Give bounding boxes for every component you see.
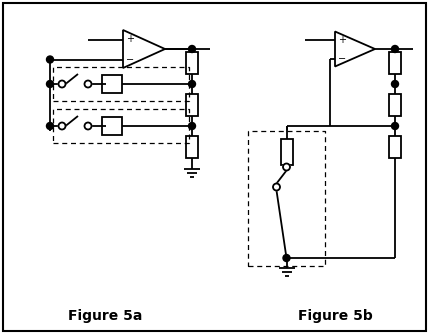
Bar xyxy=(281,139,293,165)
Bar xyxy=(102,117,122,135)
Circle shape xyxy=(392,45,399,52)
Text: +: + xyxy=(126,34,134,44)
Circle shape xyxy=(85,123,91,130)
Circle shape xyxy=(283,164,290,170)
Circle shape xyxy=(58,80,66,88)
Text: Figure 5a: Figure 5a xyxy=(68,309,142,323)
Circle shape xyxy=(188,123,196,130)
Bar xyxy=(186,136,198,158)
Circle shape xyxy=(58,123,66,130)
Text: −: − xyxy=(126,54,134,64)
Circle shape xyxy=(85,80,91,88)
Circle shape xyxy=(392,80,399,88)
Bar xyxy=(186,52,198,74)
Text: +: + xyxy=(338,35,346,45)
Circle shape xyxy=(188,45,196,52)
Bar xyxy=(102,75,122,93)
Text: −: − xyxy=(338,54,346,64)
Circle shape xyxy=(46,56,54,63)
Circle shape xyxy=(273,183,280,190)
Bar xyxy=(389,136,401,158)
Circle shape xyxy=(46,80,54,88)
Text: Figure 5b: Figure 5b xyxy=(298,309,372,323)
Circle shape xyxy=(46,123,54,130)
Bar xyxy=(389,94,401,116)
Bar xyxy=(389,52,401,74)
Circle shape xyxy=(392,123,399,130)
Circle shape xyxy=(283,255,290,262)
Circle shape xyxy=(188,80,196,88)
Bar xyxy=(186,94,198,116)
